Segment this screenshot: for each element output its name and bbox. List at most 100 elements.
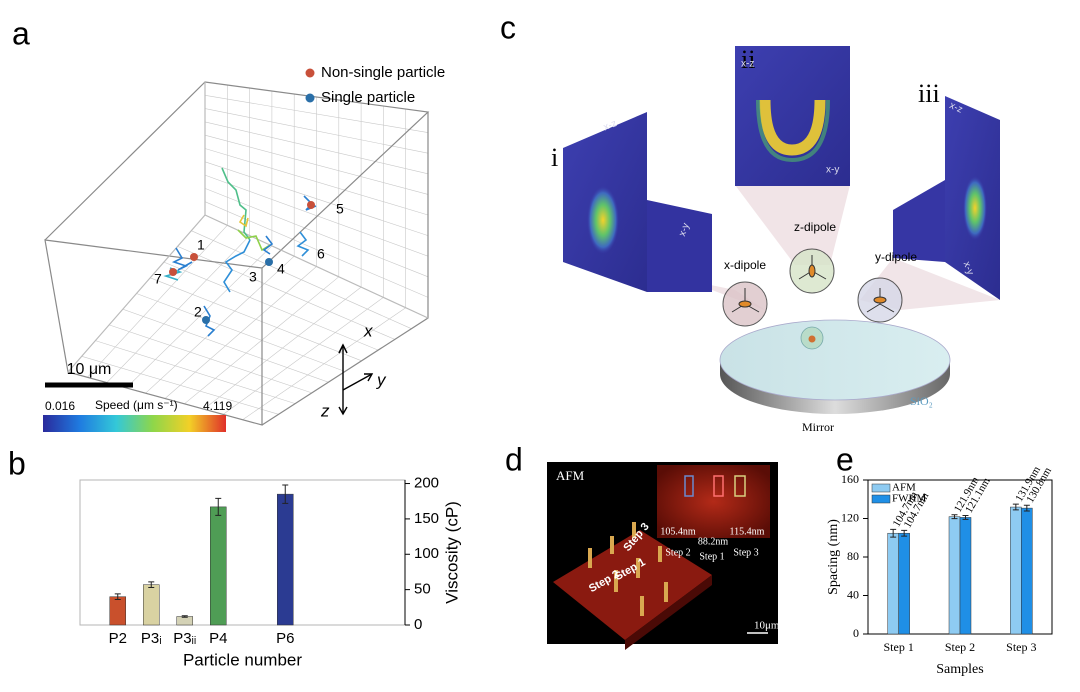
afm-image-part [734, 475, 746, 497]
spacing-label: 115.4nm [730, 526, 765, 537]
box-grid-line [204, 161, 429, 236]
afm-image-part [625, 575, 712, 650]
y-tick-label: 50 [414, 581, 431, 598]
box-grid-line [223, 297, 384, 415]
trajectories-part [221, 167, 251, 241]
particles [169, 201, 315, 324]
particle-label: 4 [277, 261, 285, 277]
error-bar [962, 515, 969, 520]
bar [1010, 506, 1022, 635]
bar [210, 506, 227, 626]
afm-image-part-part [636, 558, 640, 578]
box-grid-line [204, 188, 429, 278]
field-view-part [963, 176, 987, 240]
error-bar [1012, 503, 1019, 511]
x-tick-label: P4 [209, 630, 227, 647]
particle-label: 1 [197, 237, 205, 253]
error-bar [148, 581, 155, 589]
panel-label: b [8, 445, 26, 481]
box-grid-line [242, 307, 406, 420]
box-grid-line [109, 324, 312, 394]
spacing-label: 88.2nm [698, 536, 729, 547]
bar [898, 532, 910, 635]
y-tick-label: 40 [847, 587, 859, 601]
afm-image [547, 462, 778, 650]
legend-swatch [871, 483, 891, 493]
particles-part [265, 258, 273, 266]
error-bar [181, 615, 188, 618]
trajectories-part [296, 231, 310, 257]
axes-triad-part [338, 343, 348, 354]
trajectories-part [238, 214, 249, 228]
particles-part [307, 201, 315, 209]
error-bar [215, 497, 222, 516]
scale-label: 10 μm [67, 361, 112, 378]
field-view-part [587, 186, 619, 254]
field-view-part [647, 200, 712, 292]
particles-part [169, 268, 177, 276]
dipole-spheres-part [873, 296, 887, 304]
box-edges-part [261, 112, 429, 426]
axes-triad-part [342, 373, 373, 391]
mirror-disk-part [808, 335, 816, 343]
colorbar [43, 415, 226, 432]
field-view-part [735, 46, 850, 186]
afm-image-part-part [658, 546, 662, 562]
dipole-spheres-part [738, 300, 752, 308]
y-tick-label: 0 [414, 616, 422, 633]
axes-triad-part [338, 406, 348, 416]
box-grid-line [204, 174, 429, 257]
bar [176, 616, 193, 626]
box-edges-part [204, 214, 429, 319]
colorbar-title: Speed (μm s⁻¹) [95, 398, 178, 412]
x-tick-label: Step 3 [1006, 640, 1036, 654]
afm-image-part-part [664, 582, 668, 602]
panel-label: c [500, 9, 516, 45]
mirror-disk [719, 319, 951, 414]
spacing-label: 105.4nm [660, 526, 696, 537]
particle-label: 7 [154, 271, 162, 287]
particle-labels: 1 2 3 4 5 6 7 [154, 201, 344, 320]
plane-label: x-y [961, 260, 976, 276]
x-axis-label: Samples [936, 662, 983, 677]
error-bar [890, 528, 897, 538]
error-bar [114, 593, 121, 601]
bar [143, 584, 160, 626]
afm-image-part-part [614, 570, 618, 592]
axis-name: x [363, 321, 373, 340]
box-grid-line [203, 286, 362, 410]
bar [887, 532, 899, 635]
spacing-labels: 105.4nm 88.2nm 115.4nm Step 2 Step 1 Ste… [660, 526, 764, 562]
view-label: ii [741, 45, 755, 74]
box-edges [44, 81, 430, 426]
substrate-label: SiO₂ [910, 394, 933, 408]
y-tick-label: 100 [414, 545, 439, 562]
box-grid-line [95, 340, 296, 404]
y-axis-label: Viscosity (cP) [442, 501, 461, 604]
box-edges-part [44, 81, 430, 426]
x-tick-label: P6 [276, 630, 294, 647]
mirror-disk-part [719, 319, 951, 401]
box-grid-line [136, 293, 346, 372]
legend: Non-single particle Single particle [305, 64, 445, 106]
legend-label: FWHM [892, 493, 926, 505]
y-tick-label: 120 [841, 510, 859, 524]
field-view-part [893, 180, 945, 262]
axes-triad [338, 343, 374, 416]
bar [1021, 507, 1033, 635]
bar [109, 596, 126, 626]
panel-label: a [12, 15, 30, 51]
box-edges-part [67, 82, 206, 373]
step-label: Step 2 [665, 547, 690, 558]
image-label: AFM [556, 468, 585, 483]
axis-name: y [376, 370, 387, 389]
bar [948, 516, 961, 635]
step-label: Step 1 [699, 551, 724, 562]
x-tick-label: P3ᵢᵢ [173, 630, 196, 647]
legend-swatch [871, 494, 891, 504]
x-tick-label: P2 [109, 630, 127, 647]
particles-part [190, 253, 198, 261]
dipole-label: z-dipole [794, 220, 836, 234]
